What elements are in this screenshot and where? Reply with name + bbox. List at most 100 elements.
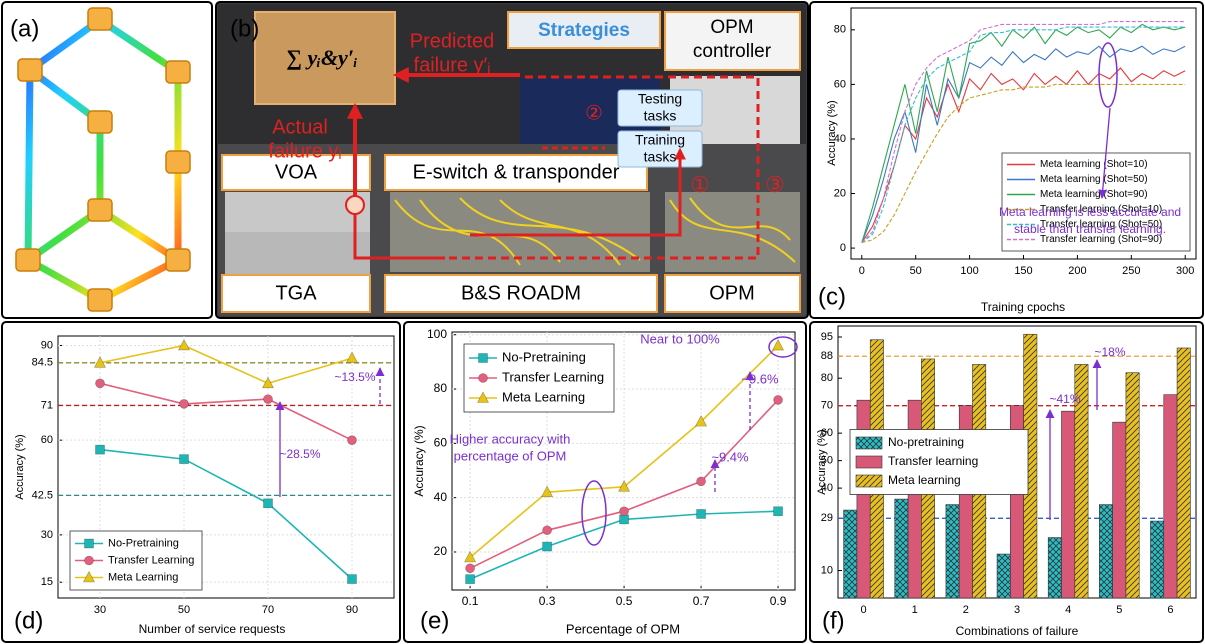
y-tick-label: 20 bbox=[834, 187, 846, 199]
marker bbox=[697, 477, 706, 486]
legend-label: Transfer Learning bbox=[502, 369, 604, 384]
y-tick-label: 84.5 bbox=[32, 357, 53, 369]
legend-label: No-Pretraining bbox=[108, 537, 179, 549]
x-tick-label: 50 bbox=[178, 604, 190, 616]
y-tick-label: 40 bbox=[434, 490, 448, 504]
x-tick-label: 2 bbox=[963, 604, 969, 616]
marker bbox=[180, 399, 189, 408]
y-tick-label: 95 bbox=[821, 331, 833, 343]
legend-swatch bbox=[856, 456, 882, 468]
x-axis-label: Training cpochs bbox=[981, 300, 1065, 314]
x-tick-label: 50 bbox=[910, 265, 922, 277]
legend-label: Transfer Learning bbox=[108, 554, 194, 566]
actual-label: failure yᵢ bbox=[268, 140, 341, 162]
annotation: ~41% bbox=[1049, 392, 1080, 406]
eswitch-label: E-switch & transponder bbox=[413, 161, 620, 183]
legend-label: Meta Learning bbox=[502, 389, 585, 404]
x-axis-label: Combinations of failure bbox=[956, 624, 1079, 638]
panel-label: (c) bbox=[818, 283, 846, 310]
marker bbox=[264, 395, 273, 404]
figure: (a) (b) ∑ yᵢ&y′ᵢ Predicted failure y′ᵢ A… bbox=[0, 0, 1205, 644]
strategies-label: Strategies bbox=[538, 20, 630, 41]
y-axis-label: Accuracy (%) bbox=[816, 429, 828, 494]
legend-label: No-Pretraining bbox=[502, 349, 586, 364]
marker bbox=[543, 542, 552, 551]
x-axis-label: Percentage of OPM bbox=[566, 621, 680, 636]
bar bbox=[1061, 411, 1074, 598]
y-tick-label: 71 bbox=[41, 399, 53, 411]
bar bbox=[1150, 521, 1163, 598]
predicted-label: Predicted bbox=[410, 30, 495, 52]
marker bbox=[85, 556, 94, 565]
y-tick-label: 88 bbox=[821, 350, 833, 362]
testing-label: Testing bbox=[638, 91, 682, 107]
panel-label: (a) bbox=[10, 15, 39, 42]
x-tick-label: 70 bbox=[262, 604, 274, 616]
marker bbox=[479, 374, 488, 383]
training-label: tasks bbox=[644, 149, 677, 165]
x-axis-label: Number of service requests bbox=[139, 622, 286, 636]
marker bbox=[697, 509, 706, 518]
y-tick-label: 90 bbox=[41, 339, 53, 351]
step-label: ③ bbox=[765, 172, 785, 197]
marker bbox=[479, 354, 488, 363]
y-tick-label: 15 bbox=[41, 576, 53, 588]
panel-label: (d) bbox=[14, 607, 43, 634]
training-label: Training bbox=[635, 132, 685, 148]
y-axis-label: Accuracy (%) bbox=[826, 100, 838, 165]
bar bbox=[844, 510, 857, 598]
bar bbox=[1113, 422, 1126, 598]
bar bbox=[946, 505, 959, 598]
step-label: ② bbox=[585, 102, 603, 124]
y-tick-label: 0 bbox=[840, 242, 846, 254]
x-tick-label: 250 bbox=[1122, 265, 1140, 277]
x-tick-label: 0.5 bbox=[616, 594, 633, 608]
y-tick-label: 80 bbox=[821, 372, 833, 384]
marker bbox=[774, 507, 783, 516]
x-tick-label: 0 bbox=[861, 604, 867, 616]
x-tick-label: 5 bbox=[1116, 604, 1122, 616]
x-tick-label: 6 bbox=[1167, 604, 1173, 616]
y-tick-label: 80 bbox=[834, 24, 846, 36]
y-tick-label: 70 bbox=[821, 400, 833, 412]
y-axis-label: Accuracy (%) bbox=[412, 425, 426, 496]
marker bbox=[96, 445, 105, 454]
legend-swatch bbox=[856, 437, 882, 449]
bar bbox=[997, 554, 1010, 598]
annotation: ~13.5% bbox=[334, 370, 375, 384]
opm-label: OPM bbox=[709, 282, 755, 304]
bar bbox=[1126, 373, 1139, 598]
annotation: ~9.4% bbox=[711, 449, 749, 464]
x-tick-label: 0 bbox=[859, 265, 865, 277]
marker bbox=[774, 395, 783, 404]
marker bbox=[620, 507, 629, 516]
x-tick-label: 300 bbox=[1176, 265, 1194, 277]
testing-label: tasks bbox=[644, 108, 677, 124]
y-axis-label: Accuracy (%) bbox=[14, 434, 26, 499]
x-tick-label: 90 bbox=[346, 604, 358, 616]
legend-label: Meta learning (Shot=90) bbox=[1040, 189, 1148, 200]
legend-label: Meta learning (Shot=50) bbox=[1040, 174, 1148, 185]
x-tick-label: 30 bbox=[94, 604, 106, 616]
marker bbox=[96, 379, 105, 388]
x-tick-label: 0.7 bbox=[693, 594, 710, 608]
step-label: ① bbox=[690, 172, 710, 197]
opm-controller-label: OPM bbox=[710, 17, 753, 38]
panel-label: (b) bbox=[230, 15, 259, 42]
annotation: ~18% bbox=[1094, 345, 1125, 359]
x-tick-label: 200 bbox=[1068, 265, 1086, 277]
legend-swatch bbox=[856, 475, 882, 487]
roadm-label: B&S ROADM bbox=[461, 282, 581, 304]
y-tick-label: 60 bbox=[41, 434, 53, 446]
marker bbox=[620, 515, 629, 524]
annotation: Near to 100% bbox=[640, 331, 720, 346]
y-tick-label: 20 bbox=[434, 544, 448, 558]
sum-formula: ∑ yᵢ&y′ᵢ bbox=[286, 45, 357, 70]
marker bbox=[348, 436, 357, 445]
x-tick-label: 1 bbox=[912, 604, 918, 616]
y-tick-label: 29 bbox=[821, 512, 833, 524]
legend-label: Meta learning bbox=[888, 473, 961, 487]
x-tick-label: 100 bbox=[960, 265, 978, 277]
y-tick-label: 42.5 bbox=[32, 489, 53, 501]
predicted-label: failure y′ᵢ bbox=[414, 54, 491, 76]
